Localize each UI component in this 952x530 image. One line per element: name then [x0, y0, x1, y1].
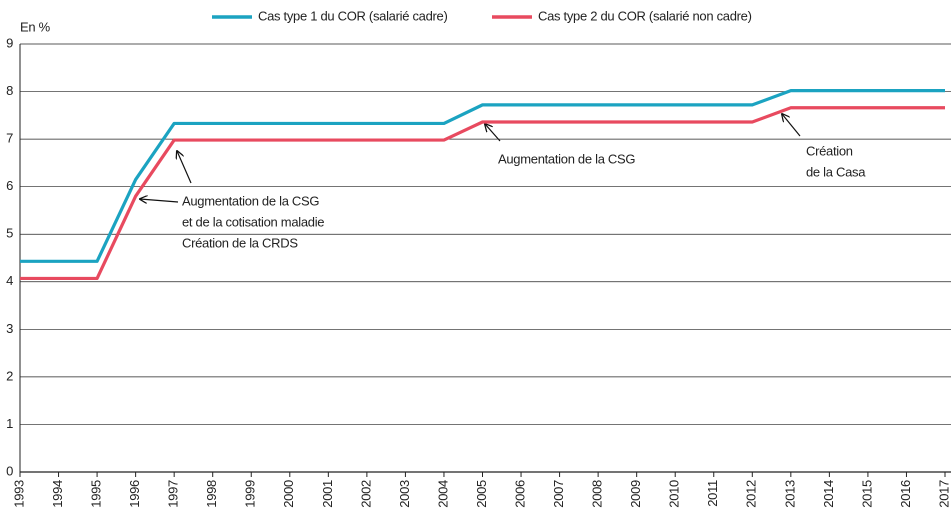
x-tick-label: 2014	[821, 480, 836, 508]
x-tick-label: 2006	[512, 480, 527, 508]
x-tick-label: 2015	[859, 480, 874, 508]
x-tick-label: 2003	[397, 480, 412, 508]
x-tick-label: 2011	[705, 480, 720, 507]
x-tick-label: 2010	[667, 480, 682, 508]
y-tick-label: 7	[6, 131, 13, 146]
annotation: et de la cotisation maladie	[182, 214, 324, 229]
x-tick-label: 2000	[281, 480, 296, 508]
y-tick-label: 6	[6, 178, 13, 193]
x-tick-label: 2002	[358, 480, 373, 508]
annotation-arrow	[140, 199, 179, 202]
y-tick-label: 3	[6, 321, 13, 336]
x-tick-label: 2016	[898, 480, 913, 508]
x-tick-label: 1994	[50, 480, 65, 508]
x-tick-label: 2017	[936, 480, 951, 508]
x-tick-label: 2012	[744, 480, 759, 508]
y-tick-label: 9	[6, 35, 13, 50]
series-line	[20, 89, 945, 263]
annotation: Augmentation de la CSG	[182, 193, 319, 208]
x-tick-label: 2005	[474, 480, 489, 508]
annotation: Augmentation de la CSG	[498, 151, 635, 166]
legend-label: Cas type 2 du COR (salarié non cadre)	[538, 8, 752, 23]
annotation: de la Casa	[806, 164, 866, 179]
y-tick-label: 8	[6, 83, 13, 98]
annotation: Création	[806, 143, 853, 158]
annotation: Création de la CRDS	[182, 235, 298, 250]
y-axis-label: En %	[20, 19, 51, 34]
x-tick-label: 1993	[11, 480, 26, 508]
x-tick-label: 2009	[628, 480, 643, 508]
annotation-arrow	[485, 124, 501, 142]
y-tick-label: 4	[6, 273, 13, 288]
annotation-arrow	[177, 151, 192, 184]
x-tick-label: 1997	[166, 480, 181, 508]
x-tick-label: 2004	[435, 480, 450, 508]
y-tick-label: 5	[6, 226, 13, 241]
y-tick-label: 2	[6, 368, 13, 383]
x-tick-label: 1999	[243, 480, 258, 508]
legend-label: Cas type 1 du COR (salarié cadre)	[258, 8, 448, 23]
x-tick-label: 1995	[89, 480, 104, 508]
y-tick-label: 0	[6, 463, 13, 478]
x-tick-label: 2008	[590, 480, 605, 508]
annotation-arrow	[782, 114, 801, 137]
x-tick-label: 2001	[320, 480, 335, 508]
series-line	[20, 106, 945, 281]
x-tick-label: 1996	[127, 480, 142, 508]
x-tick-label: 2007	[551, 480, 566, 508]
x-tick-label: 1998	[204, 480, 219, 508]
x-tick-label: 2013	[782, 480, 797, 508]
y-tick-label: 1	[6, 416, 13, 431]
